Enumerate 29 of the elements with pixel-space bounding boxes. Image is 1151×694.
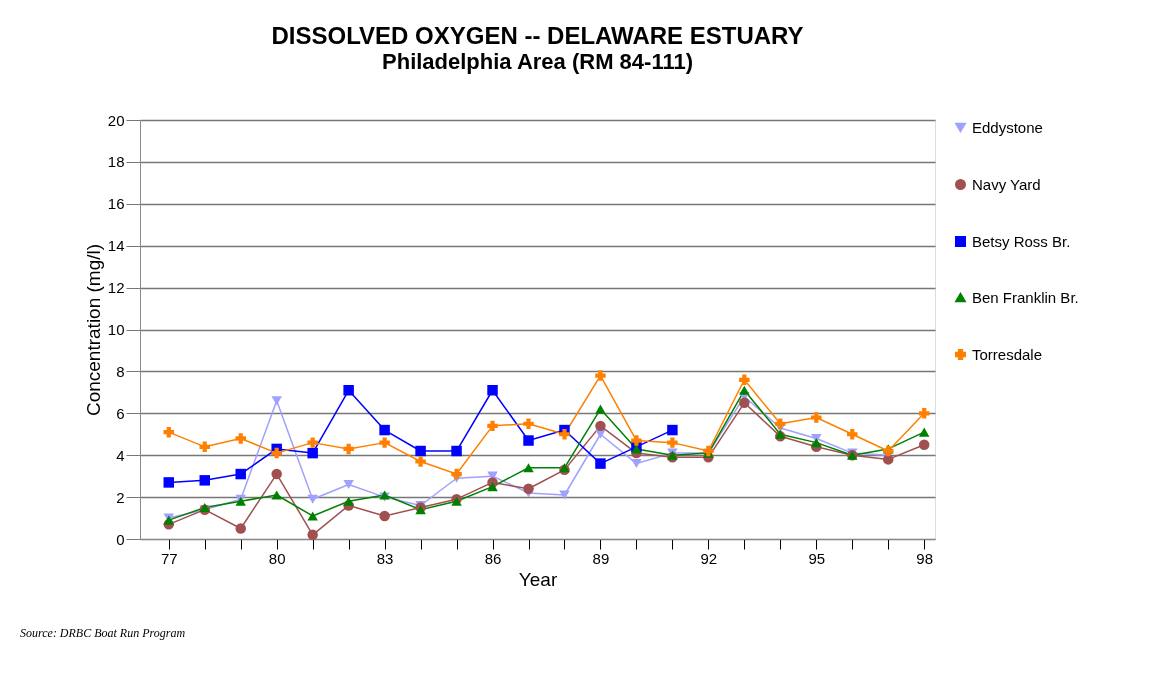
x-tick-label: 92 — [700, 549, 718, 567]
y-tick-label: 4 — [116, 446, 125, 464]
legend-label: Eddystone — [972, 118, 1043, 136]
y-tick-label: 12 — [107, 279, 125, 297]
y-tick-label: 18 — [107, 153, 125, 171]
legend-label: Betsy Ross Br. — [972, 232, 1071, 250]
y-tick-label: 16 — [107, 195, 125, 213]
legend-label: Torresdale — [972, 345, 1043, 363]
legend-label: Navy Yard — [972, 175, 1041, 193]
y-tick-label: 14 — [107, 237, 125, 255]
x-tick-label: 83 — [376, 549, 394, 567]
y-tick-label: 0 — [116, 530, 125, 548]
x-tick-label: 98 — [916, 549, 934, 567]
y-axis-title: Concentration (mg/l) — [82, 243, 104, 417]
source-note: Source: DRBC Boat Run Program — [20, 626, 186, 640]
x-axis-title: Year — [518, 568, 558, 590]
y-tick-label: 10 — [107, 321, 125, 338]
x-tick-label: 89 — [592, 549, 610, 567]
chart-subtitle: Philadelphia Area (RM 84-111) — [382, 49, 693, 74]
y-tick-label: 8 — [116, 362, 125, 380]
x-tick-label: 77 — [160, 549, 178, 567]
y-tick-label: 6 — [116, 404, 125, 422]
legend-label: Ben Franklin Br. — [972, 288, 1079, 306]
chart-title: DISSOLVED OXYGEN -- DELAWARE ESTUARY — [271, 22, 804, 49]
y-tick-label: 20 — [107, 111, 125, 129]
x-tick-label: 80 — [268, 549, 286, 567]
x-tick-label: 86 — [484, 549, 502, 567]
x-tick-label: 95 — [808, 549, 826, 567]
y-tick-label: 2 — [116, 488, 125, 506]
